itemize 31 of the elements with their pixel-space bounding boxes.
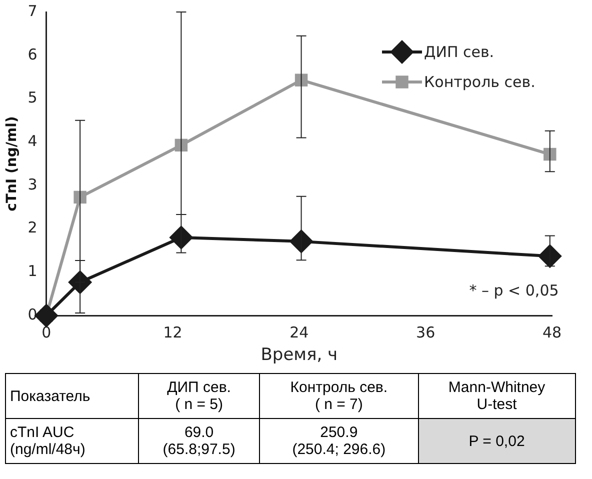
y-tick-label: 6 bbox=[28, 45, 38, 64]
point bbox=[169, 226, 194, 250]
point bbox=[289, 229, 314, 254]
y-tick-label: 7 bbox=[28, 2, 38, 20]
point bbox=[544, 148, 556, 161]
text: Контроль сев. ( n = 7) bbox=[260, 374, 418, 418]
point bbox=[294, 74, 308, 86]
text: Показатель bbox=[6, 374, 138, 418]
y-tick-label: 5 bbox=[28, 88, 38, 107]
text: 250.9 (250.4; 296.6) bbox=[260, 418, 418, 464]
text: cTnI AUC (ng/ml/48ч) bbox=[6, 418, 138, 464]
y-axis-title: cTnI (ng/ml) bbox=[4, 116, 20, 212]
x-tick-label: 12 bbox=[163, 323, 182, 342]
point bbox=[538, 244, 562, 268]
x-axis-title: Время, ч bbox=[260, 345, 338, 366]
y-tick-label: 1 bbox=[28, 262, 38, 280]
text: 69.0 (65.8;97.5) bbox=[138, 418, 260, 464]
y-tick-label: 2 bbox=[28, 218, 38, 237]
text: ДИП сев. ( n = 5) bbox=[138, 374, 260, 418]
y-tick-label: 3 bbox=[28, 175, 38, 194]
legend-label: ДИП сев. bbox=[424, 42, 494, 61]
y-tick-label: 4 bbox=[28, 132, 38, 150]
x-tick-label: 0 bbox=[42, 323, 52, 342]
x-tick-label: 24 bbox=[290, 323, 309, 342]
legend-label: Контроль сев. bbox=[424, 72, 536, 91]
text: Mann-Whitney U-test bbox=[418, 374, 576, 418]
annotation: * – p < 0,05 bbox=[469, 281, 559, 300]
x-tick-label: 36 bbox=[416, 323, 436, 342]
text: P = 0,02 bbox=[418, 418, 576, 464]
point bbox=[74, 190, 86, 204]
x-tick-label: 48 bbox=[542, 323, 562, 342]
